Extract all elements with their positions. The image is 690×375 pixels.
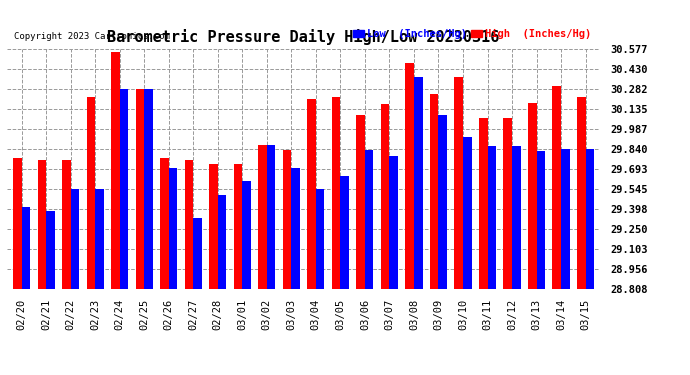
Bar xyxy=(209,164,218,289)
Bar xyxy=(70,189,79,289)
Bar xyxy=(537,152,545,289)
Bar xyxy=(160,158,169,289)
Bar xyxy=(291,168,300,289)
Bar xyxy=(316,189,324,289)
Bar xyxy=(389,156,398,289)
Bar xyxy=(193,218,202,289)
Bar xyxy=(169,168,177,289)
Bar xyxy=(438,115,447,289)
Text: Copyright 2023 Cartronics.com: Copyright 2023 Cartronics.com xyxy=(14,32,170,41)
Bar xyxy=(455,77,463,289)
Bar xyxy=(46,211,55,289)
Bar xyxy=(119,89,128,289)
Title: Barometric Pressure Daily High/Low 20230316: Barometric Pressure Daily High/Low 20230… xyxy=(108,29,500,45)
Bar xyxy=(37,160,46,289)
Bar xyxy=(136,89,144,289)
Bar xyxy=(21,207,30,289)
Bar xyxy=(504,117,512,289)
Bar xyxy=(144,89,152,289)
Bar xyxy=(414,77,422,289)
Bar xyxy=(381,104,389,289)
Bar xyxy=(488,146,496,289)
Bar xyxy=(185,160,193,289)
Bar xyxy=(267,145,275,289)
Bar xyxy=(283,150,291,289)
Bar xyxy=(13,158,21,289)
Bar xyxy=(365,150,373,289)
Bar xyxy=(111,53,119,289)
Bar xyxy=(332,97,340,289)
Legend: Low  (Inches/Hg), High  (Inches/Hg): Low (Inches/Hg), High (Inches/Hg) xyxy=(349,25,595,44)
Bar xyxy=(405,63,414,289)
Bar xyxy=(586,149,594,289)
Bar xyxy=(218,195,226,289)
Bar xyxy=(561,149,570,289)
Bar xyxy=(463,136,471,289)
Bar xyxy=(356,115,365,289)
Bar xyxy=(234,164,242,289)
Bar xyxy=(430,94,438,289)
Bar xyxy=(242,181,251,289)
Bar xyxy=(553,86,561,289)
Bar xyxy=(577,97,586,289)
Bar xyxy=(95,189,104,289)
Bar xyxy=(62,160,70,289)
Bar xyxy=(479,117,488,289)
Bar xyxy=(86,97,95,289)
Bar xyxy=(528,103,537,289)
Bar xyxy=(340,176,349,289)
Bar xyxy=(307,99,316,289)
Bar xyxy=(258,145,267,289)
Bar xyxy=(512,146,521,289)
